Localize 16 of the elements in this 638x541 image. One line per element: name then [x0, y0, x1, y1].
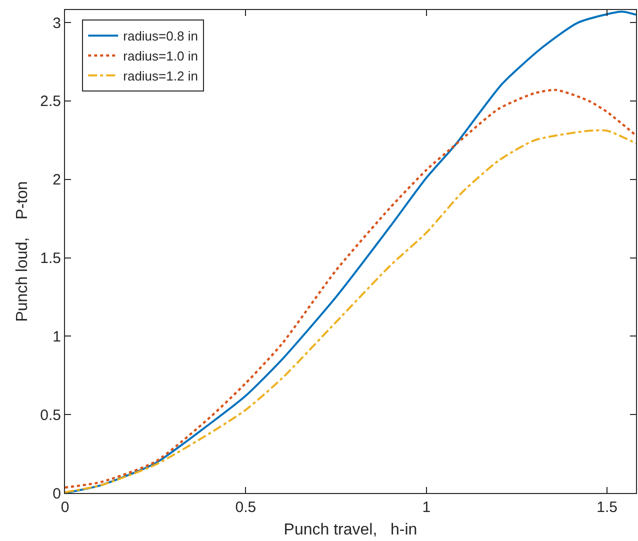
y-tick-label: 1	[52, 328, 61, 346]
y-tick-label: 1.5	[40, 250, 61, 268]
y-tick-label: 0	[52, 485, 61, 502]
legend-label: radius=1.0 in	[123, 48, 198, 64]
x-tick-label: 1.5	[596, 499, 618, 516]
x-tick-label: 0.5	[235, 499, 256, 516]
y-tick-label: 2.5	[40, 93, 61, 110]
y-tick-label: 2	[52, 172, 61, 189]
legend-label: radius=1.2 in	[123, 68, 198, 84]
line-series	[65, 10, 636, 493]
x-tick-label: 1	[422, 499, 431, 516]
y-tick-label: 3	[52, 14, 61, 32]
y-tick-label: 0.5	[40, 406, 61, 424]
y-axis-title: Punch loud, P-ton	[14, 181, 32, 322]
x-axis-title: Punch travel, h-in	[284, 522, 418, 539]
legend-label: radius=0.8 in	[123, 28, 198, 44]
